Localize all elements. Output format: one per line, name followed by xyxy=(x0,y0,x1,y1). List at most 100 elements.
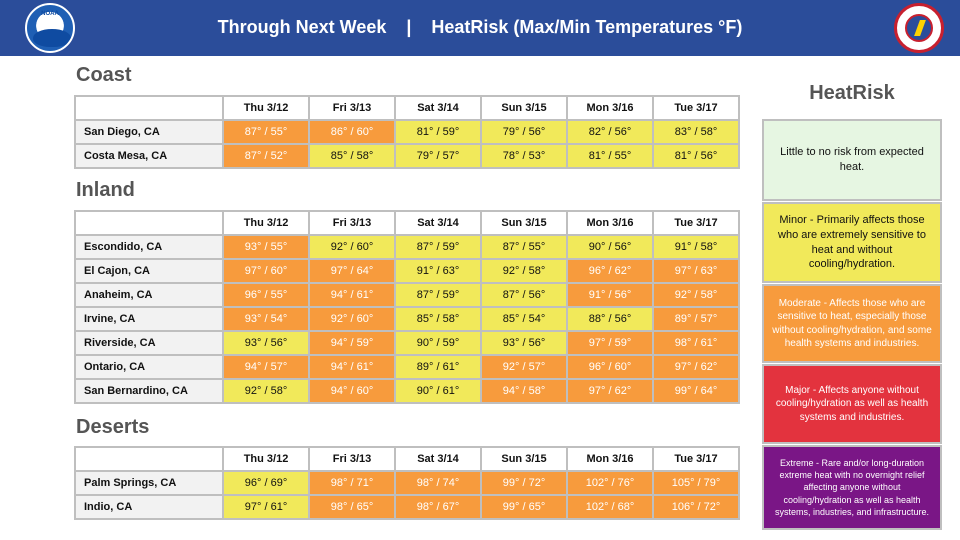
table-row: San Bernardino, CA 92° / 58° 94° / 60° 90° … xyxy=(74,378,740,404)
temperature-cell: 85° / 58° xyxy=(308,143,396,169)
temperature-cell: 105° / 79° xyxy=(652,470,740,496)
temperature-cell: 97° / 64° xyxy=(308,258,396,284)
table-row: San Diego, CA 87° / 55° 86° / 60° 81° / 59°… xyxy=(74,119,740,145)
inland-table: Thu 3/12 Fri 3/13 Sat 3/14 Sun 3/15 Mon 3/16… xyxy=(74,210,740,404)
temperature-cell: 102° / 76° xyxy=(566,470,654,496)
header-corner-cell xyxy=(74,95,224,121)
temperature-cell: 85° / 54° xyxy=(480,306,568,332)
table-header-row: Thu 3/12 Fri 3/13 Sat 3/14 Sun 3/15 Mon 3/16… xyxy=(74,446,740,472)
temperature-cell: 91° / 58° xyxy=(652,234,740,260)
temperature-cell: 97° / 59° xyxy=(566,330,654,356)
table-row: Costa Mesa, CA 87° / 52° 85° / 58° 79° / 57… xyxy=(74,143,740,169)
coast-table: Thu 3/12 Fri 3/13 Sat 3/14 Sun 3/15 Mon 3/16… xyxy=(74,95,740,169)
temperature-cell: 92° / 60° xyxy=(308,306,396,332)
section-title-inland: Inland xyxy=(76,179,135,201)
temperature-cell: 93° / 55° xyxy=(222,234,310,260)
location-cell: Anaheim, CA xyxy=(74,282,224,308)
table-row: Indio, CA 97° / 61° 98° / 65° 98° / 67° 99° … xyxy=(74,494,740,520)
temperature-cell: 98° / 74° xyxy=(394,470,482,496)
temperature-cell: 85° / 58° xyxy=(394,306,482,332)
temperature-cell: 97° / 63° xyxy=(652,258,740,284)
legend-moderate: Moderate - Affects those who are sensiti… xyxy=(762,284,942,363)
location-cell: Palm Springs, CA xyxy=(74,470,224,496)
temperature-cell: 98° / 65° xyxy=(308,494,396,520)
day-header: Fri 3/13 xyxy=(308,95,396,121)
temperature-cell: 99° / 65° xyxy=(480,494,568,520)
temperature-cell: 98° / 67° xyxy=(394,494,482,520)
temperature-cell: 87° / 55° xyxy=(222,119,310,145)
noaa-logo-icon: NOAA xyxy=(25,3,75,53)
temperature-cell: 96° / 69° xyxy=(222,470,310,496)
temperature-cell: 87° / 56° xyxy=(480,282,568,308)
temperature-cell: 78° / 53° xyxy=(480,143,568,169)
day-header: Sun 3/15 xyxy=(480,210,568,236)
temperature-cell: 97° / 62° xyxy=(566,378,654,404)
day-header: Sat 3/14 xyxy=(394,446,482,472)
table-row: El Cajon, CA 97° / 60° 97° / 64° 91° / 63° 9… xyxy=(74,258,740,284)
temperature-cell: 94° / 58° xyxy=(480,378,568,404)
temperature-cell: 92° / 58° xyxy=(222,378,310,404)
location-cell: Riverside, CA xyxy=(74,330,224,356)
temperature-cell: 96° / 55° xyxy=(222,282,310,308)
temperature-cell: 82° / 56° xyxy=(566,119,654,145)
day-header: Fri 3/13 xyxy=(308,210,396,236)
day-header: Tue 3/17 xyxy=(652,95,740,121)
temperature-cell: 98° / 61° xyxy=(652,330,740,356)
legend-little-risk: Little to no risk from expected heat. xyxy=(762,119,942,201)
legend-title: HeatRisk xyxy=(809,82,895,104)
temperature-cell: 92° / 58° xyxy=(652,282,740,308)
table-row: Irvine, CA 93° / 54° 92° / 60° 85° / 58° 85°… xyxy=(74,306,740,332)
temperature-cell: 96° / 62° xyxy=(566,258,654,284)
temperature-cell: 102° / 68° xyxy=(566,494,654,520)
temperature-cell: 87° / 59° xyxy=(394,234,482,260)
temperature-cell: 94° / 60° xyxy=(308,378,396,404)
temperature-cell: 90° / 61° xyxy=(394,378,482,404)
temperature-cell: 96° / 60° xyxy=(566,354,654,380)
temperature-cell: 83° / 58° xyxy=(652,119,740,145)
location-cell: Costa Mesa, CA xyxy=(74,143,224,169)
temperature-cell: 81° / 56° xyxy=(652,143,740,169)
location-cell: San Diego, CA xyxy=(74,119,224,145)
legend-minor: Minor - Primarily affects those who are … xyxy=(762,202,942,283)
temperature-cell: 99° / 72° xyxy=(480,470,568,496)
day-header: Mon 3/16 xyxy=(566,95,654,121)
location-cell: Indio, CA xyxy=(74,494,224,520)
day-header: Sat 3/14 xyxy=(394,210,482,236)
temperature-cell: 97° / 60° xyxy=(222,258,310,284)
temperature-cell: 87° / 55° xyxy=(480,234,568,260)
temperature-cell: 94° / 59° xyxy=(308,330,396,356)
location-cell: Ontario, CA xyxy=(74,354,224,380)
temperature-cell: 93° / 56° xyxy=(480,330,568,356)
temperature-cell: 79° / 56° xyxy=(480,119,568,145)
section-title-coast: Coast xyxy=(76,64,132,86)
legend-major: Major - Affects anyone without cooling/h… xyxy=(762,364,942,444)
table-header-row: Thu 3/12 Fri 3/13 Sat 3/14 Sun 3/15 Mon 3/16… xyxy=(74,95,740,121)
temperature-cell: 87° / 52° xyxy=(222,143,310,169)
section-title-deserts: Deserts xyxy=(76,416,150,438)
day-header: Mon 3/16 xyxy=(566,210,654,236)
temperature-cell: 81° / 59° xyxy=(394,119,482,145)
header-corner-cell xyxy=(74,446,224,472)
location-cell: San Bernardino, CA xyxy=(74,378,224,404)
table-row: Palm Springs, CA 96° / 69° 98° / 71° 98° / … xyxy=(74,470,740,496)
page-title: Through Next Week | HeatRisk (Max/Min Te… xyxy=(217,17,743,37)
day-header: Tue 3/17 xyxy=(652,446,740,472)
nws-logo-icon xyxy=(894,3,944,53)
temperature-cell: 87° / 59° xyxy=(394,282,482,308)
day-header: Thu 3/12 xyxy=(222,446,310,472)
header-corner-cell xyxy=(74,210,224,236)
location-cell: Irvine, CA xyxy=(74,306,224,332)
location-cell: Escondido, CA xyxy=(74,234,224,260)
temperature-cell: 94° / 61° xyxy=(308,282,396,308)
temperature-cell: 91° / 56° xyxy=(566,282,654,308)
legend-extreme: Extreme - Rare and/or long-duration extr… xyxy=(762,445,942,530)
table-row: Ontario, CA 94° / 57° 94° / 61° 89° / 61° 92… xyxy=(74,354,740,380)
temperature-cell: 92° / 58° xyxy=(480,258,568,284)
day-header: Sun 3/15 xyxy=(480,446,568,472)
temperature-cell: 90° / 59° xyxy=(394,330,482,356)
temperature-cell: 98° / 71° xyxy=(308,470,396,496)
table-header-row: Thu 3/12 Fri 3/13 Sat 3/14 Sun 3/15 Mon 3/16… xyxy=(74,210,740,236)
temperature-cell: 81° / 55° xyxy=(566,143,654,169)
temperature-cell: 106° / 72° xyxy=(652,494,740,520)
location-cell: El Cajon, CA xyxy=(74,258,224,284)
